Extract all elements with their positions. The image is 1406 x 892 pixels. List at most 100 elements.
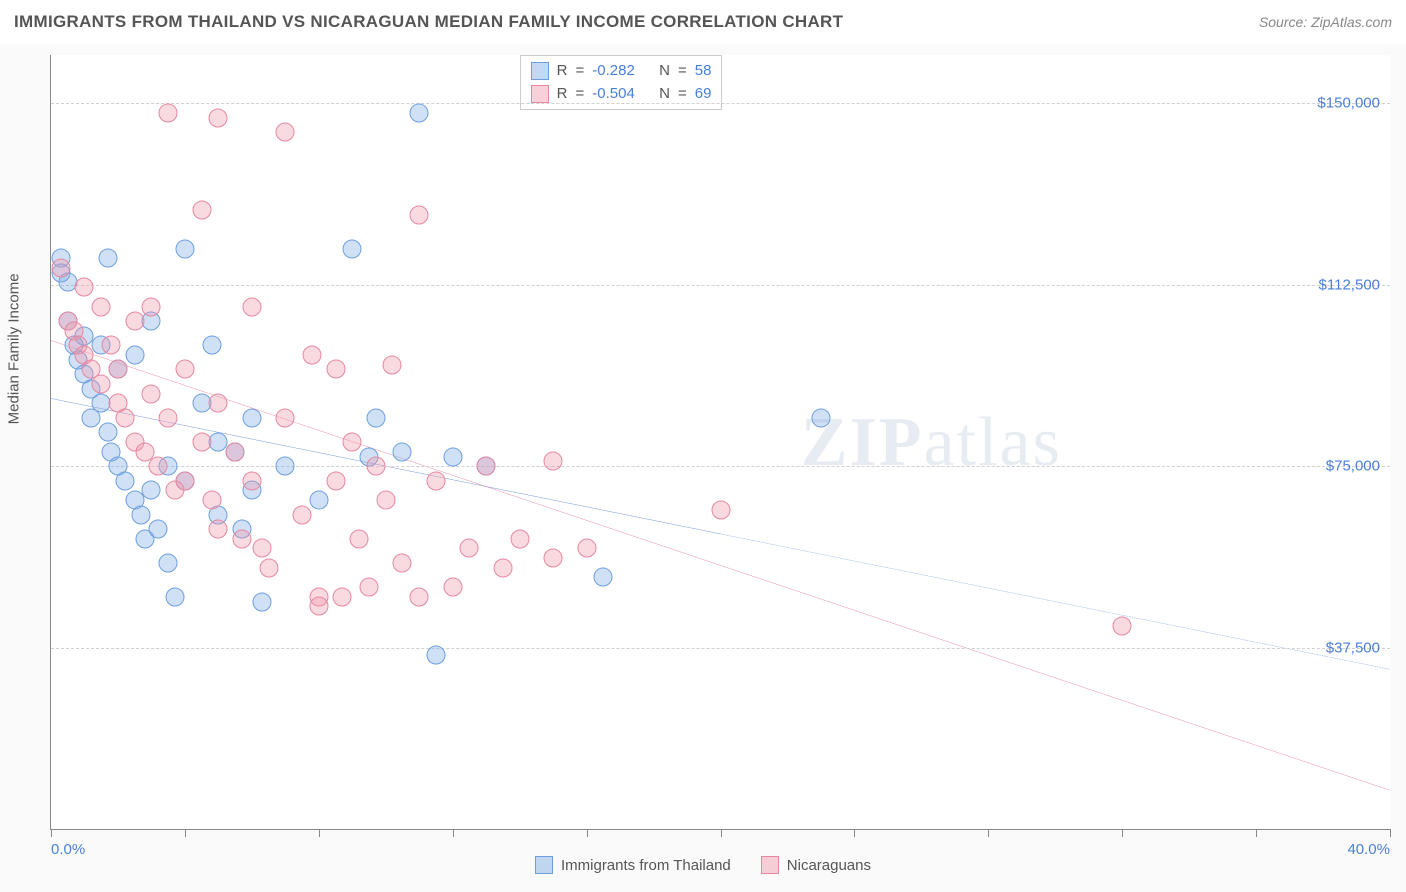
data-point-nicaraguans — [460, 539, 479, 558]
data-point-thailand — [811, 408, 830, 427]
data-point-nicaraguans — [242, 471, 261, 490]
r-label: R — [557, 60, 568, 83]
data-point-nicaraguans — [125, 312, 144, 331]
data-point-nicaraguans — [326, 471, 345, 490]
data-point-nicaraguans — [142, 384, 161, 403]
n-label-b: N — [659, 83, 670, 106]
source-attribution: Source: ZipAtlas.com — [1259, 14, 1392, 30]
x-tick — [988, 829, 989, 837]
data-point-nicaraguans — [366, 457, 385, 476]
regression-lines-svg — [51, 55, 1390, 829]
data-point-nicaraguans — [108, 360, 127, 379]
x-tick — [51, 829, 52, 837]
gridline — [51, 285, 1390, 286]
data-point-nicaraguans — [493, 558, 512, 577]
eq-label-2: = — [678, 60, 687, 83]
data-point-thailand — [242, 408, 261, 427]
data-point-thailand — [443, 447, 462, 466]
gridline — [51, 466, 1390, 467]
data-point-nicaraguans — [92, 374, 111, 393]
x-tick — [587, 829, 588, 837]
legend-label-thailand: Immigrants from Thailand — [561, 857, 731, 874]
data-point-nicaraguans — [343, 433, 362, 452]
data-point-nicaraguans — [159, 408, 178, 427]
data-point-thailand — [594, 568, 613, 587]
data-point-nicaraguans — [477, 457, 496, 476]
data-point-nicaraguans — [159, 104, 178, 123]
data-point-nicaraguans — [360, 578, 379, 597]
legend-swatch-nicaraguans-icon — [761, 856, 779, 874]
r-label-b: R — [557, 83, 568, 106]
data-point-thailand — [309, 491, 328, 510]
data-point-nicaraguans — [175, 471, 194, 490]
y-tick-label: $112,500 — [1319, 276, 1380, 293]
n-value-thailand: 58 — [695, 60, 712, 83]
source-label: Source: — [1259, 14, 1307, 30]
data-point-nicaraguans — [544, 452, 563, 471]
watermark: ZIPatlas — [801, 403, 1062, 483]
data-point-nicaraguans — [309, 597, 328, 616]
data-point-nicaraguans — [293, 505, 312, 524]
data-point-nicaraguans — [226, 442, 245, 461]
data-point-nicaraguans — [376, 491, 395, 510]
header: IMMIGRANTS FROM THAILAND VS NICARAGUAN M… — [0, 0, 1406, 44]
data-point-nicaraguans — [544, 549, 563, 568]
x-tick — [319, 829, 320, 837]
x-tick — [453, 829, 454, 837]
data-point-nicaraguans — [426, 471, 445, 490]
data-point-nicaraguans — [303, 345, 322, 364]
data-point-thailand — [125, 345, 144, 364]
legend-label-nicaraguans: Nicaraguans — [787, 857, 871, 874]
data-point-thailand — [115, 471, 134, 490]
data-point-nicaraguans — [443, 578, 462, 597]
data-point-nicaraguans — [149, 457, 168, 476]
data-point-nicaraguans — [52, 258, 71, 277]
data-point-nicaraguans — [276, 408, 295, 427]
gridline — [51, 103, 1390, 104]
correlation-stats-box: R = -0.282 N = 58 R = -0.504 N = 69 — [520, 55, 723, 110]
stats-row-nicaraguans: R = -0.504 N = 69 — [531, 83, 712, 106]
r-value-thailand: -0.282 — [592, 60, 635, 83]
data-point-thailand — [98, 423, 117, 442]
swatch-nicaraguans-icon — [531, 85, 549, 103]
y-tick-label: $37,500 — [1326, 639, 1380, 656]
data-point-nicaraguans — [242, 297, 261, 316]
data-point-thailand — [252, 592, 271, 611]
data-point-thailand — [393, 442, 412, 461]
data-point-nicaraguans — [175, 360, 194, 379]
data-point-thailand — [175, 239, 194, 258]
data-point-nicaraguans — [1113, 616, 1132, 635]
x-tick — [1390, 829, 1391, 837]
data-point-thailand — [426, 645, 445, 664]
stats-row-thailand: R = -0.282 N = 58 — [531, 60, 712, 83]
watermark-rest: atlas — [924, 404, 1062, 481]
data-point-nicaraguans — [410, 205, 429, 224]
data-point-nicaraguans — [349, 529, 368, 548]
data-point-nicaraguans — [142, 297, 161, 316]
data-point-thailand — [98, 249, 117, 268]
y-tick-label: $150,000 — [1317, 95, 1380, 112]
data-point-nicaraguans — [393, 553, 412, 572]
data-point-thailand — [165, 587, 184, 606]
data-point-thailand — [149, 520, 168, 539]
data-point-nicaraguans — [259, 558, 278, 577]
data-point-nicaraguans — [252, 539, 271, 558]
data-point-nicaraguans — [209, 394, 228, 413]
eq-label-b2: = — [678, 83, 687, 106]
data-point-nicaraguans — [115, 408, 134, 427]
data-point-thailand — [132, 505, 151, 524]
x-tick — [1256, 829, 1257, 837]
data-point-nicaraguans — [192, 200, 211, 219]
x-tick — [1122, 829, 1123, 837]
r-value-nicaraguans: -0.504 — [592, 83, 635, 106]
y-axis-label: Median Family Income — [6, 273, 23, 424]
data-point-thailand — [276, 457, 295, 476]
x-tick — [185, 829, 186, 837]
x-tick — [721, 829, 722, 837]
y-tick-label: $75,000 — [1326, 458, 1380, 475]
legend-item-nicaraguans: Nicaraguans — [761, 856, 871, 874]
x-tick — [854, 829, 855, 837]
chart-title: IMMIGRANTS FROM THAILAND VS NICARAGUAN M… — [14, 12, 843, 32]
bottom-legend: Immigrants from Thailand Nicaraguans — [0, 856, 1406, 874]
data-point-thailand — [410, 104, 429, 123]
